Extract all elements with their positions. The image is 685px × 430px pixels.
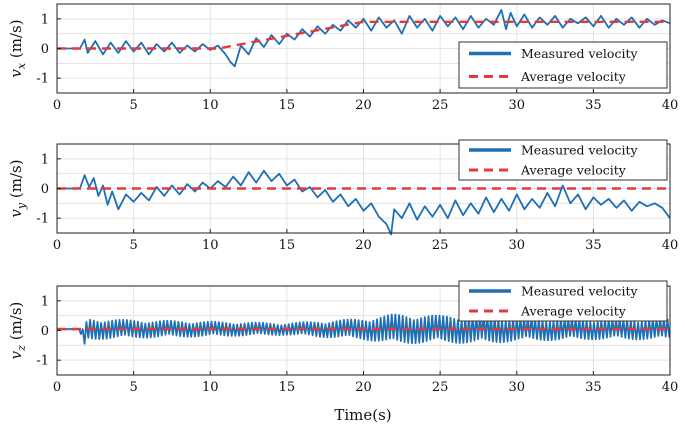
x-tick-label: 20: [355, 98, 372, 113]
chart-panel-vz: 0 5 10 15 20 25 30 35 40 -1 0 1 vz (m/s) Measured vel…: [7, 280, 679, 395]
x-tick-label: 40: [662, 98, 679, 113]
x-tick-label: 5: [129, 380, 137, 395]
y-tick-label: 1: [41, 294, 49, 309]
series-line-measured-velocity: [57, 9, 671, 68]
x-tick-label: 35: [585, 238, 602, 253]
legend: Measured velocity Average velocity: [458, 41, 668, 89]
x-tick-label: 30: [508, 238, 525, 253]
y-tick-label: 1: [41, 12, 49, 27]
x-tick-label: 15: [279, 380, 296, 395]
x-tick-label: 35: [585, 380, 602, 395]
y-tick-label: 0: [41, 182, 49, 197]
x-tick-label: 10: [202, 380, 219, 395]
x-axis-label: Time(s): [334, 406, 391, 424]
x-tick-label: 0: [53, 380, 61, 395]
x-tick-label: 25: [432, 98, 449, 113]
x-tick-label: 30: [508, 98, 525, 113]
series-line-measured-velocity: [57, 169, 671, 236]
legend-box: [458, 41, 668, 89]
y-tick-label: 1: [41, 152, 49, 167]
x-tick-label: 40: [662, 238, 679, 253]
chart-panel-vy: 0 5 10 15 20 25 30 35 40 -1 0 1 vy (m/s) Measured vel…: [7, 139, 679, 253]
x-tick-label: 10: [202, 98, 219, 113]
x-tick-label: 35: [585, 98, 602, 113]
x-tick-label: 30: [508, 380, 525, 395]
y-tick-label: 0: [41, 324, 49, 339]
chart-panel-vx: 0 5 10 15 20 25 30 35 40 -1 0 1 vx (m/s) Measured vel…: [7, 3, 679, 113]
y-axis-label: vy (m/s): [7, 159, 28, 217]
legend-entry-label: Measured velocity: [521, 143, 638, 158]
x-tick-label: 15: [279, 238, 296, 253]
x-tick-label: 15: [279, 98, 296, 113]
y-axis-label: vx (m/s): [7, 19, 28, 77]
series-line-average-velocity: [57, 20, 670, 50]
y-axis-label: vz (m/s): [7, 302, 28, 360]
legend-entry-label: Average velocity: [520, 304, 627, 319]
x-tick-label: 20: [355, 380, 372, 395]
y-tick-label: 0: [41, 42, 49, 57]
legend: Measured velocity Average velocity: [458, 280, 668, 322]
legend-entry-label: Measured velocity: [521, 284, 638, 299]
legend-entry-label: Average velocity: [520, 69, 627, 84]
legend-entry-label: Average velocity: [520, 163, 627, 178]
x-tick-label: 25: [432, 238, 449, 253]
x-tick-label: 40: [662, 380, 679, 395]
legend-entry-label: Measured velocity: [521, 46, 638, 61]
y-tick-label: -1: [36, 354, 49, 369]
y-tick-label: -1: [36, 212, 49, 227]
legend-box: [458, 280, 668, 322]
y-tick-label: -1: [36, 72, 49, 87]
x-tick-label: 0: [53, 98, 61, 113]
x-tick-label: 20: [355, 238, 372, 253]
legend: Measured velocity Average velocity: [458, 139, 668, 181]
x-tick-label: 0: [53, 238, 61, 253]
x-tick-label: 5: [129, 238, 137, 253]
x-tick-label: 5: [129, 98, 137, 113]
legend-box: [458, 139, 668, 181]
x-tick-label: 10: [202, 238, 219, 253]
x-tick-label: 25: [432, 380, 449, 395]
